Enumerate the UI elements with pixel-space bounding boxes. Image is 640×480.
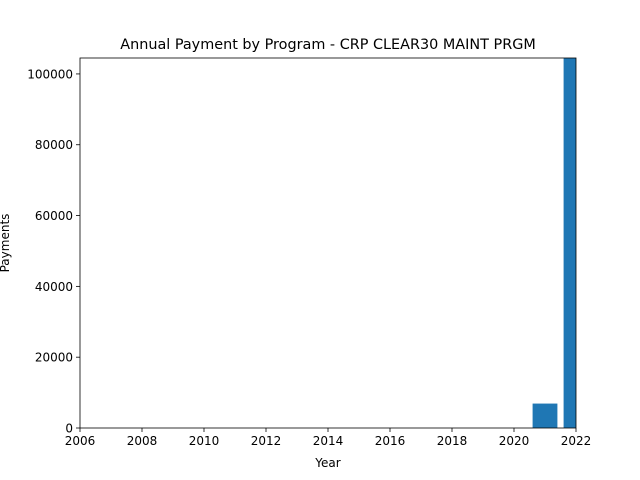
- x-tick-label: 2008: [127, 434, 158, 448]
- x-tick-label: 2016: [375, 434, 406, 448]
- y-tick-label: 60000: [35, 209, 73, 223]
- x-tick-label: 2022: [561, 434, 592, 448]
- y-axis-label: Payments: [0, 214, 12, 273]
- plot-frame: [79, 57, 577, 429]
- chart-title: Annual Payment by Program - CRP CLEAR30 …: [120, 37, 536, 53]
- bar-2021: [532, 403, 558, 428]
- x-tick-label: 2014: [313, 434, 344, 448]
- y-tick-label: 100000: [27, 67, 73, 81]
- x-tick-label: 2010: [189, 434, 220, 448]
- y-tick-label: 20000: [35, 351, 73, 365]
- bars-group: [532, 58, 576, 428]
- x-tick-label: 2012: [251, 434, 282, 448]
- x-tick-label: 2006: [65, 434, 96, 448]
- bar-2022: [563, 58, 576, 428]
- x-axis-ticks: 2006 2008 2010 2012 2014 2016 2018 2020 2022: [65, 428, 592, 448]
- y-tick-label: 80000: [35, 138, 73, 152]
- x-tick-label: 2020: [499, 434, 530, 448]
- x-tick-label: 2018: [437, 434, 468, 448]
- x-axis-label: Year: [314, 456, 340, 470]
- y-tick-label: 40000: [35, 280, 73, 294]
- y-axis-ticks: 0 20000 40000 60000 80000 100000: [27, 67, 80, 436]
- y-tick-label: 0: [65, 422, 73, 436]
